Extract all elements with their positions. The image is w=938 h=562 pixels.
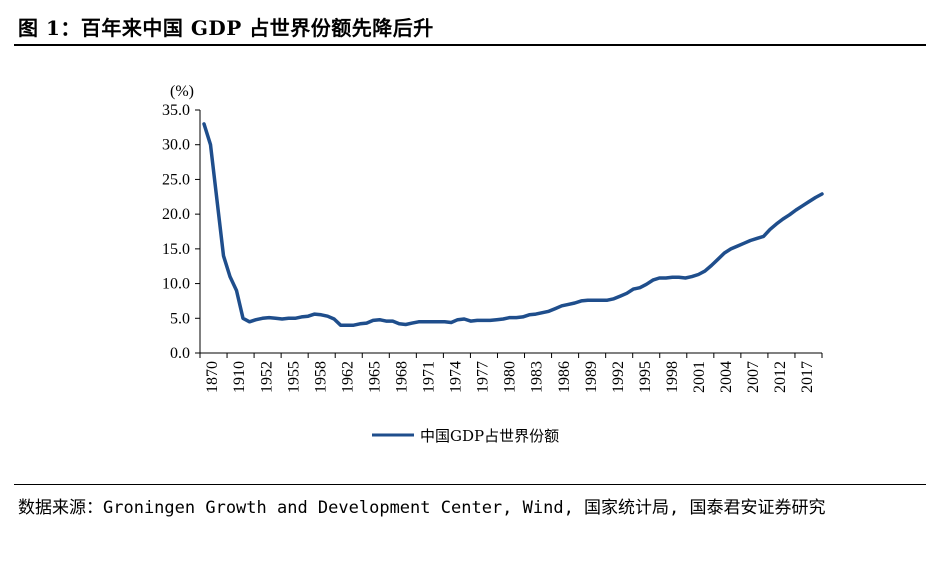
x-tick-label: 1870 [204,361,221,393]
x-tick-label: 1986 [556,361,573,393]
x-tick-label: 1989 [583,361,600,393]
x-tick-label: 2004 [718,361,735,393]
source-note: 数据来源：Groningen Growth and Development Ce… [18,498,826,518]
x-tick-label: 1965 [366,361,383,393]
y-tick-label: 25.0 [162,171,190,188]
x-tick-label: 1974 [448,361,465,393]
x-tick-label: 1998 [664,361,681,393]
y-tick-label: 5.0 [170,310,190,327]
y-tick-label: 0.0 [170,345,190,362]
series-line-china-gdp-share [202,122,824,327]
x-tick-label: 1977 [475,361,492,393]
x-tick-label: 2017 [799,361,816,393]
y-tick-label: 20.0 [162,206,190,223]
x-tick-label: 1910 [231,361,248,393]
legend-label: 中国GDP占世界份额 [420,427,559,445]
x-tick-label: 2001 [691,361,708,393]
legend: 中国GDP占世界份额 [372,427,559,445]
x-tick-label: 1971 [421,361,438,393]
y-tick-label: 30.0 [162,137,190,154]
source-rule [14,484,926,485]
axes [199,110,822,354]
line-chart: 0.0 5.0 10.0 15.0 20.0 25.0 30.0 35.0 1870 1910 19… [162,83,824,445]
y-tick-label: 15.0 [162,241,190,258]
y-axis-unit-label: (%) [170,83,194,100]
x-tick-label: 1958 [312,361,329,393]
ticks: 0.0 5.0 10.0 15.0 20.0 25.0 30.0 35.0 1870 1910 19… [162,102,823,393]
x-tick-label: 1992 [610,361,627,393]
title-rule [14,44,926,46]
x-tick-label: 1952 [258,361,275,393]
x-tick-label: 1968 [393,361,410,393]
x-tick-label: 1980 [502,361,519,393]
x-tick-label: 1955 [285,361,302,393]
y-tick-label: 10.0 [162,276,190,293]
x-tick-label: 1962 [339,361,356,393]
y-tick-label: 35.0 [162,102,190,119]
x-tick-label: 1983 [529,361,546,393]
x-tick-label: 2012 [772,361,789,393]
chart-title: 图 1：百年来中国 GDP 占世界份额先降后升 [18,16,434,40]
x-tick-label: 1995 [637,361,654,393]
plot-area [202,122,824,327]
x-tick-label: 2007 [745,361,762,393]
